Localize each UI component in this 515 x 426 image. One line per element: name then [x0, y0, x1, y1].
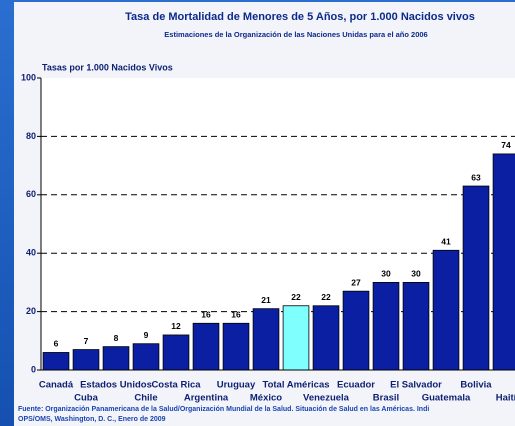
x-tick-label: Estados Unidos: [80, 380, 152, 391]
value-label: 22: [321, 292, 331, 302]
bar: [42, 352, 70, 371]
value-label: 27: [351, 277, 361, 287]
x-tick-label: El Salvador: [390, 380, 442, 391]
chart-title: Tasa de Mortalidad de Menores de 5 Años,…: [125, 11, 475, 23]
bar: [492, 153, 515, 371]
y-tick-label: 60: [26, 189, 36, 199]
bar: [72, 349, 100, 371]
bar: [342, 290, 370, 371]
value-label: 63: [471, 172, 481, 182]
bar: [252, 308, 280, 371]
y-tick-label: 100: [21, 72, 36, 82]
x-tick-label: Venezuela: [303, 393, 350, 404]
value-label: 30: [381, 269, 391, 279]
value-label: 16: [201, 310, 211, 320]
bar: [432, 249, 460, 371]
x-tick-label: Haití: [496, 393, 515, 404]
y-tick-label: 80: [26, 131, 36, 141]
bar: [402, 281, 430, 371]
x-tick-label: Total Américas: [262, 380, 329, 391]
bar: [162, 334, 190, 371]
y-tick-label: 40: [26, 248, 36, 258]
value-label: 74: [501, 140, 511, 150]
y-tick-label: 20: [26, 306, 36, 316]
source: Fuente: Organización Panamericana de la …: [18, 406, 429, 413]
bar: [102, 346, 130, 371]
source: OPS/OMS, Washington, D. C., Enero de 200…: [18, 416, 166, 423]
y-axis-label: Tasas por 1.000 Nacidos Vivos: [42, 62, 173, 72]
y-tick-label: 0: [31, 364, 36, 374]
x-tick-label: Ecuador: [337, 380, 375, 391]
value-label: 7: [84, 336, 89, 346]
bar: [462, 185, 490, 371]
value-label: 30: [411, 269, 421, 279]
bar: [132, 343, 160, 371]
bar: [222, 322, 250, 371]
x-tick-label: Bolivia: [460, 380, 492, 391]
bar: [282, 305, 310, 371]
value-label: 8: [114, 333, 119, 343]
x-tick-label: Uruguay: [217, 380, 256, 391]
x-tick-label: Argentina: [184, 393, 229, 404]
value-label: 41: [441, 237, 451, 247]
x-tick-label: Cuba: [74, 393, 98, 404]
x-tick-label: Guatemala: [422, 393, 471, 404]
x-tick-label: Brasil: [373, 393, 399, 404]
value-label: 21: [261, 295, 271, 305]
x-tick-label: Chile: [134, 393, 157, 404]
bar: [372, 281, 400, 371]
bar: [312, 305, 340, 371]
value-label: 16: [231, 310, 241, 320]
bar: [192, 322, 220, 371]
chart-subtitle: Estimaciones de la Organización de las N…: [164, 30, 427, 39]
x-tick-label: México: [250, 393, 282, 404]
value-label: 6: [54, 339, 59, 349]
value-label: 12: [171, 321, 181, 331]
value-label: 9: [144, 330, 149, 340]
value-label: 22: [291, 292, 301, 302]
x-tick-label: Costa Rica: [151, 380, 201, 391]
x-tick-label: Canadá: [39, 380, 74, 391]
